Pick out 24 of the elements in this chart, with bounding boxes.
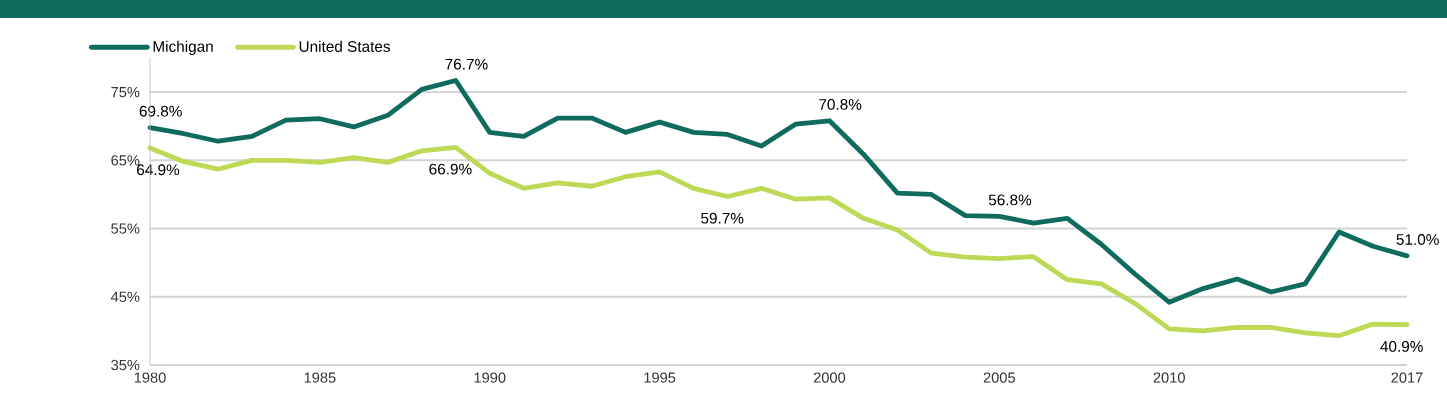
x-tick-label: 2010: [1153, 372, 1185, 383]
y-tick-label: 55%: [111, 223, 140, 234]
x-tick-label: 2000: [813, 372, 846, 383]
y-tick-label: 45%: [110, 291, 140, 302]
y-tick-label: 65%: [111, 155, 140, 166]
legend-label: United States: [299, 40, 390, 52]
annotation: 59.7%: [701, 212, 744, 224]
x-tick-label: 1980: [134, 372, 166, 383]
x-tick-label: 2017: [1391, 372, 1423, 383]
annotation: 40.9%: [1380, 341, 1423, 352]
y-tick-label: 75%: [111, 86, 140, 98]
annotation: 56.8%: [988, 194, 1032, 206]
x-tick-label: 1985: [304, 372, 336, 383]
annotation: 69.8%: [139, 105, 182, 117]
annotation: 70.8%: [819, 98, 862, 110]
annotation: 66.9%: [429, 163, 472, 175]
annotation: 64.9%: [137, 164, 180, 176]
annotation: 76.7%: [445, 58, 488, 70]
x-tick-label: 2005: [983, 372, 1016, 383]
legend-label: Michigan: [153, 40, 213, 55]
x-tick-label: 1990: [474, 372, 506, 383]
x-tick-label: 1995: [644, 372, 676, 383]
annotation: 51.0%: [1396, 234, 1439, 245]
y-tick-label: 35%: [111, 359, 140, 371]
